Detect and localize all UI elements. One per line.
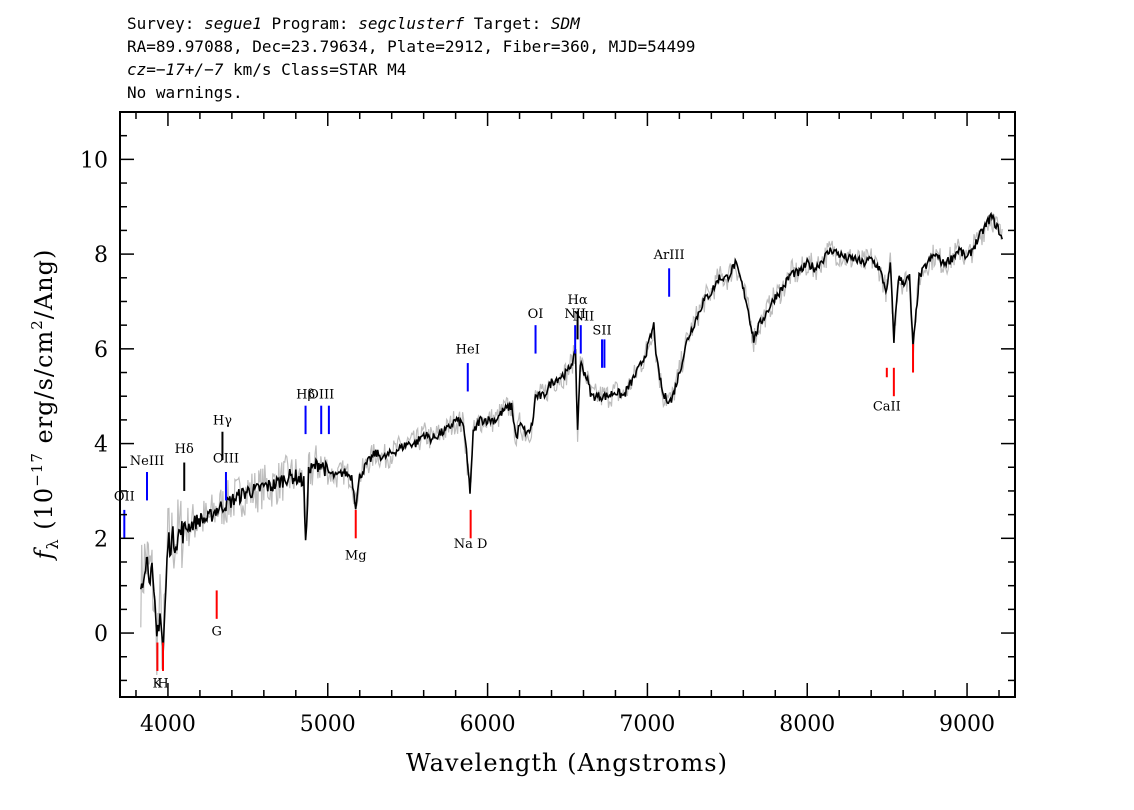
x-tick-label: 5000 — [300, 712, 356, 737]
x-tick-label: 4000 — [140, 712, 196, 737]
survey-value: segue1 — [204, 14, 262, 33]
x-tick-label: 9000 — [939, 712, 995, 737]
program-value: segclusterf — [358, 14, 465, 33]
line-label-18: H — [157, 677, 168, 692]
line-label-3: Hγ — [213, 414, 232, 429]
header-line-2: RA=89.97088, Dec=23.79634, Plate=2912, F… — [127, 37, 696, 56]
line-label-2: Hδ — [175, 442, 194, 457]
x-tick-label: 7000 — [619, 712, 675, 737]
line-label-6: OIII — [308, 388, 334, 403]
y-label-main: (10 — [30, 487, 58, 539]
y-label-mid: erg/s/cm — [30, 330, 58, 452]
program-label: Program: — [261, 14, 359, 33]
y-label-end: /Ang) — [30, 249, 58, 320]
y-label-exp2: 2 — [28, 319, 46, 330]
line-label-14: SII — [592, 324, 611, 339]
y-tick-label: 10 — [80, 148, 108, 173]
line-label-11: Hα — [568, 293, 588, 308]
target-value: SDM — [550, 14, 580, 33]
y-tick-label: 6 — [94, 338, 108, 363]
y-tick-label: 0 — [94, 622, 108, 647]
spectrum-line-series-0 — [140, 211, 1003, 652]
spectrum-error-band — [140, 214, 1003, 676]
line-label-5: Hβ — [296, 388, 315, 403]
line-label-13: NII — [573, 309, 595, 324]
header-line-1: Survey: segue1 Program: segclusterf Targ… — [127, 12, 695, 35]
line-label-17: K — [153, 677, 163, 692]
y-tick-label: 4 — [94, 433, 108, 458]
line-label-22: CaII — [873, 399, 901, 414]
line-label-19: G — [211, 624, 221, 639]
line-label-4: OIII — [213, 452, 239, 467]
y-label-f: f — [30, 546, 58, 561]
y-label-exp: −17 — [28, 452, 46, 487]
x-tick-label: 6000 — [460, 712, 516, 737]
line-label-20: Mg — [345, 549, 367, 564]
line-label-1: NeIII — [130, 454, 164, 469]
redshift-value: cz=−17+/−7 — [127, 60, 224, 79]
line-label-21: Na D — [454, 537, 488, 552]
class-text: km/s Class=STAR M4 — [223, 60, 407, 79]
line-label-16: ArIII — [653, 248, 685, 263]
y-tick-label: 2 — [94, 527, 108, 552]
x-axis-label: Wavelength (Angstroms) — [406, 749, 728, 777]
line-label-8: HeI — [456, 343, 480, 358]
y-axis-label: fλ (10−17 erg/s/cm2/Ang) — [28, 249, 62, 562]
y-label-sub: λ — [43, 538, 62, 549]
spectrum-header: Survey: segue1 Program: segclusterf Targ… — [127, 12, 695, 104]
header-line-3: cz=−17+/−7 km/s Class=STAR M4 — [127, 58, 695, 81]
survey-label: Survey: — [127, 14, 205, 33]
target-label: Target: — [464, 14, 551, 33]
y-tick-label: 8 — [94, 243, 108, 268]
line-label-10: NII — [564, 307, 586, 322]
header-line-4: No warnings. — [127, 83, 243, 102]
plot-frame — [119, 111, 1016, 698]
x-tick-label: 8000 — [779, 712, 835, 737]
line-label-9: OI — [528, 307, 544, 322]
